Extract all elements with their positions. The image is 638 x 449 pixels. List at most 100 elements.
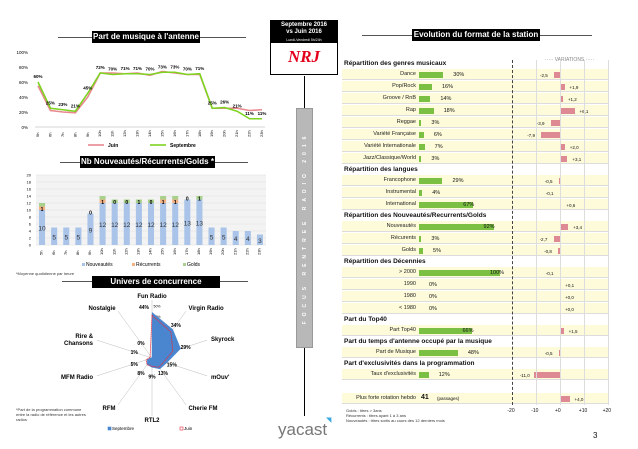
row-value: 18%: [443, 107, 455, 114]
x-tick-label: 18h: [196, 248, 201, 255]
table-row: [342, 69, 608, 80]
x-tick-label: 16h: [172, 248, 177, 255]
footnote: Récurrents : titres ayant 1 à 3 ans: [346, 413, 407, 418]
variation-bar: [550, 119, 560, 126]
data-label: 73%: [158, 64, 167, 69]
y-tick-label: 60%: [19, 80, 28, 85]
variation-label: -0,1: [545, 190, 554, 196]
bar-nouveautés: [99, 203, 106, 245]
bar-nouveautés: [147, 203, 155, 245]
section-title: Répartition des Nouveautés/Recurrents/Go…: [344, 212, 487, 219]
x-tick-label: 12h: [123, 248, 128, 255]
x-tick-label: 5h: [35, 133, 40, 137]
legend-label: Juin: [108, 143, 118, 149]
y-tick-label: 40%: [19, 95, 28, 100]
row-value: 67%: [463, 201, 475, 208]
radar-data-label: 44%: [139, 305, 150, 311]
row-value: 48%: [467, 349, 479, 356]
variation-axis-tick: -10: [531, 408, 539, 414]
radar-axis-label: MFM Radio: [61, 375, 93, 381]
value-bar: [419, 269, 500, 276]
bar-golds: [196, 196, 203, 200]
bar-récurrents: [160, 199, 167, 203]
variation-axis-tick: -20: [507, 408, 515, 414]
row-label: > 2000: [399, 269, 416, 275]
y-tick-label: 80%: [19, 65, 28, 70]
legend-swatch: [107, 426, 112, 431]
data-label: 71%: [195, 66, 204, 71]
top-value-label: 1: [162, 200, 165, 206]
bar-value-label: 12: [135, 222, 143, 229]
table-row: [342, 245, 608, 256]
x-tick-label: 20h: [222, 130, 227, 137]
data-label: 73%: [170, 64, 179, 69]
radar-data-label: 29%: [181, 345, 192, 351]
row-label: Jazz/Classique/World: [363, 155, 416, 161]
bar-nouveautés: [39, 210, 46, 245]
value-bar: [419, 247, 424, 254]
variation-label: +0,0: [565, 294, 574, 300]
variation-bar: [560, 95, 563, 102]
data-label: 21%: [233, 103, 242, 108]
table-row: [342, 279, 608, 290]
x-tick-label: 19h: [209, 130, 214, 137]
row-label: 1990: [403, 281, 416, 287]
y-tick-label: 16: [27, 187, 32, 192]
radar-series-septembre: [146, 311, 181, 370]
bar-nouveautés: [87, 213, 94, 245]
x-tick-label: 7h: [60, 133, 65, 137]
section-title: Part du temps d'antenne occupé par la mu…: [344, 338, 492, 345]
legend-label: Septembre: [170, 143, 196, 149]
variation-label: +3,4: [573, 224, 582, 230]
row-label: International: [385, 201, 416, 207]
variation-bar: [560, 327, 564, 334]
variation-bar: [558, 349, 560, 356]
y-tick-label: 100%: [16, 50, 28, 55]
x-tick-label: 17h: [184, 248, 189, 255]
compare-period: vs Juin 2016: [286, 29, 322, 35]
bar-value-label: 5: [210, 234, 214, 241]
variation-label: +1,5: [568, 328, 578, 334]
top-value-label: 0: [89, 211, 92, 217]
period: Septembre 2016: [280, 22, 328, 28]
value-bar: [419, 235, 422, 242]
bar-nouveautés: [244, 231, 251, 245]
data-label: 70%: [108, 67, 117, 72]
row-value: 100%: [490, 269, 505, 276]
variation-label: -0,8: [544, 248, 552, 254]
format-title: Evolution du format de la station: [412, 29, 540, 41]
x-tick-label: 21h: [232, 248, 237, 255]
bar-value-label: 4: [246, 236, 250, 243]
value-bar: [419, 371, 429, 378]
x-tick-label: 6h: [47, 133, 52, 137]
legend-swatch: [179, 426, 184, 431]
bar-nouveautés: [184, 199, 191, 245]
y-tick-label: 20: [27, 173, 32, 178]
bar-value-label: 3: [258, 238, 262, 245]
value-bar: [419, 155, 422, 162]
bar-golds: [135, 199, 142, 203]
y-tick-label: 12: [27, 201, 32, 206]
row-value: 3%: [431, 235, 440, 242]
variation-label: -0,1: [545, 270, 554, 276]
bar-value-label: 12: [111, 222, 119, 229]
variation-label: -11,0: [519, 372, 530, 378]
y-tick-label: 14: [27, 194, 32, 199]
x-tick-label: 23h: [259, 130, 264, 137]
value-bar: [419, 95, 431, 102]
top-value-label: 1: [198, 197, 201, 203]
radar-axis-label: mOuv': [211, 375, 230, 381]
row-label: Nouveautés: [386, 223, 416, 229]
row-label: Dance: [400, 71, 416, 77]
bar-nouveautés: [135, 203, 142, 245]
variation-label: +1,9: [569, 84, 579, 90]
radar-data-label: 5%: [131, 362, 139, 368]
y-tick-label: 6: [29, 222, 32, 227]
y-tick-label: 8: [29, 215, 32, 220]
row-value: 12%: [438, 371, 450, 378]
x-tick-label: 23h: [257, 248, 262, 255]
variation-label: +0,0: [565, 306, 574, 312]
variation-label: -2,5: [540, 72, 548, 78]
variation-bar: [533, 371, 560, 378]
value-bar: [419, 71, 444, 78]
